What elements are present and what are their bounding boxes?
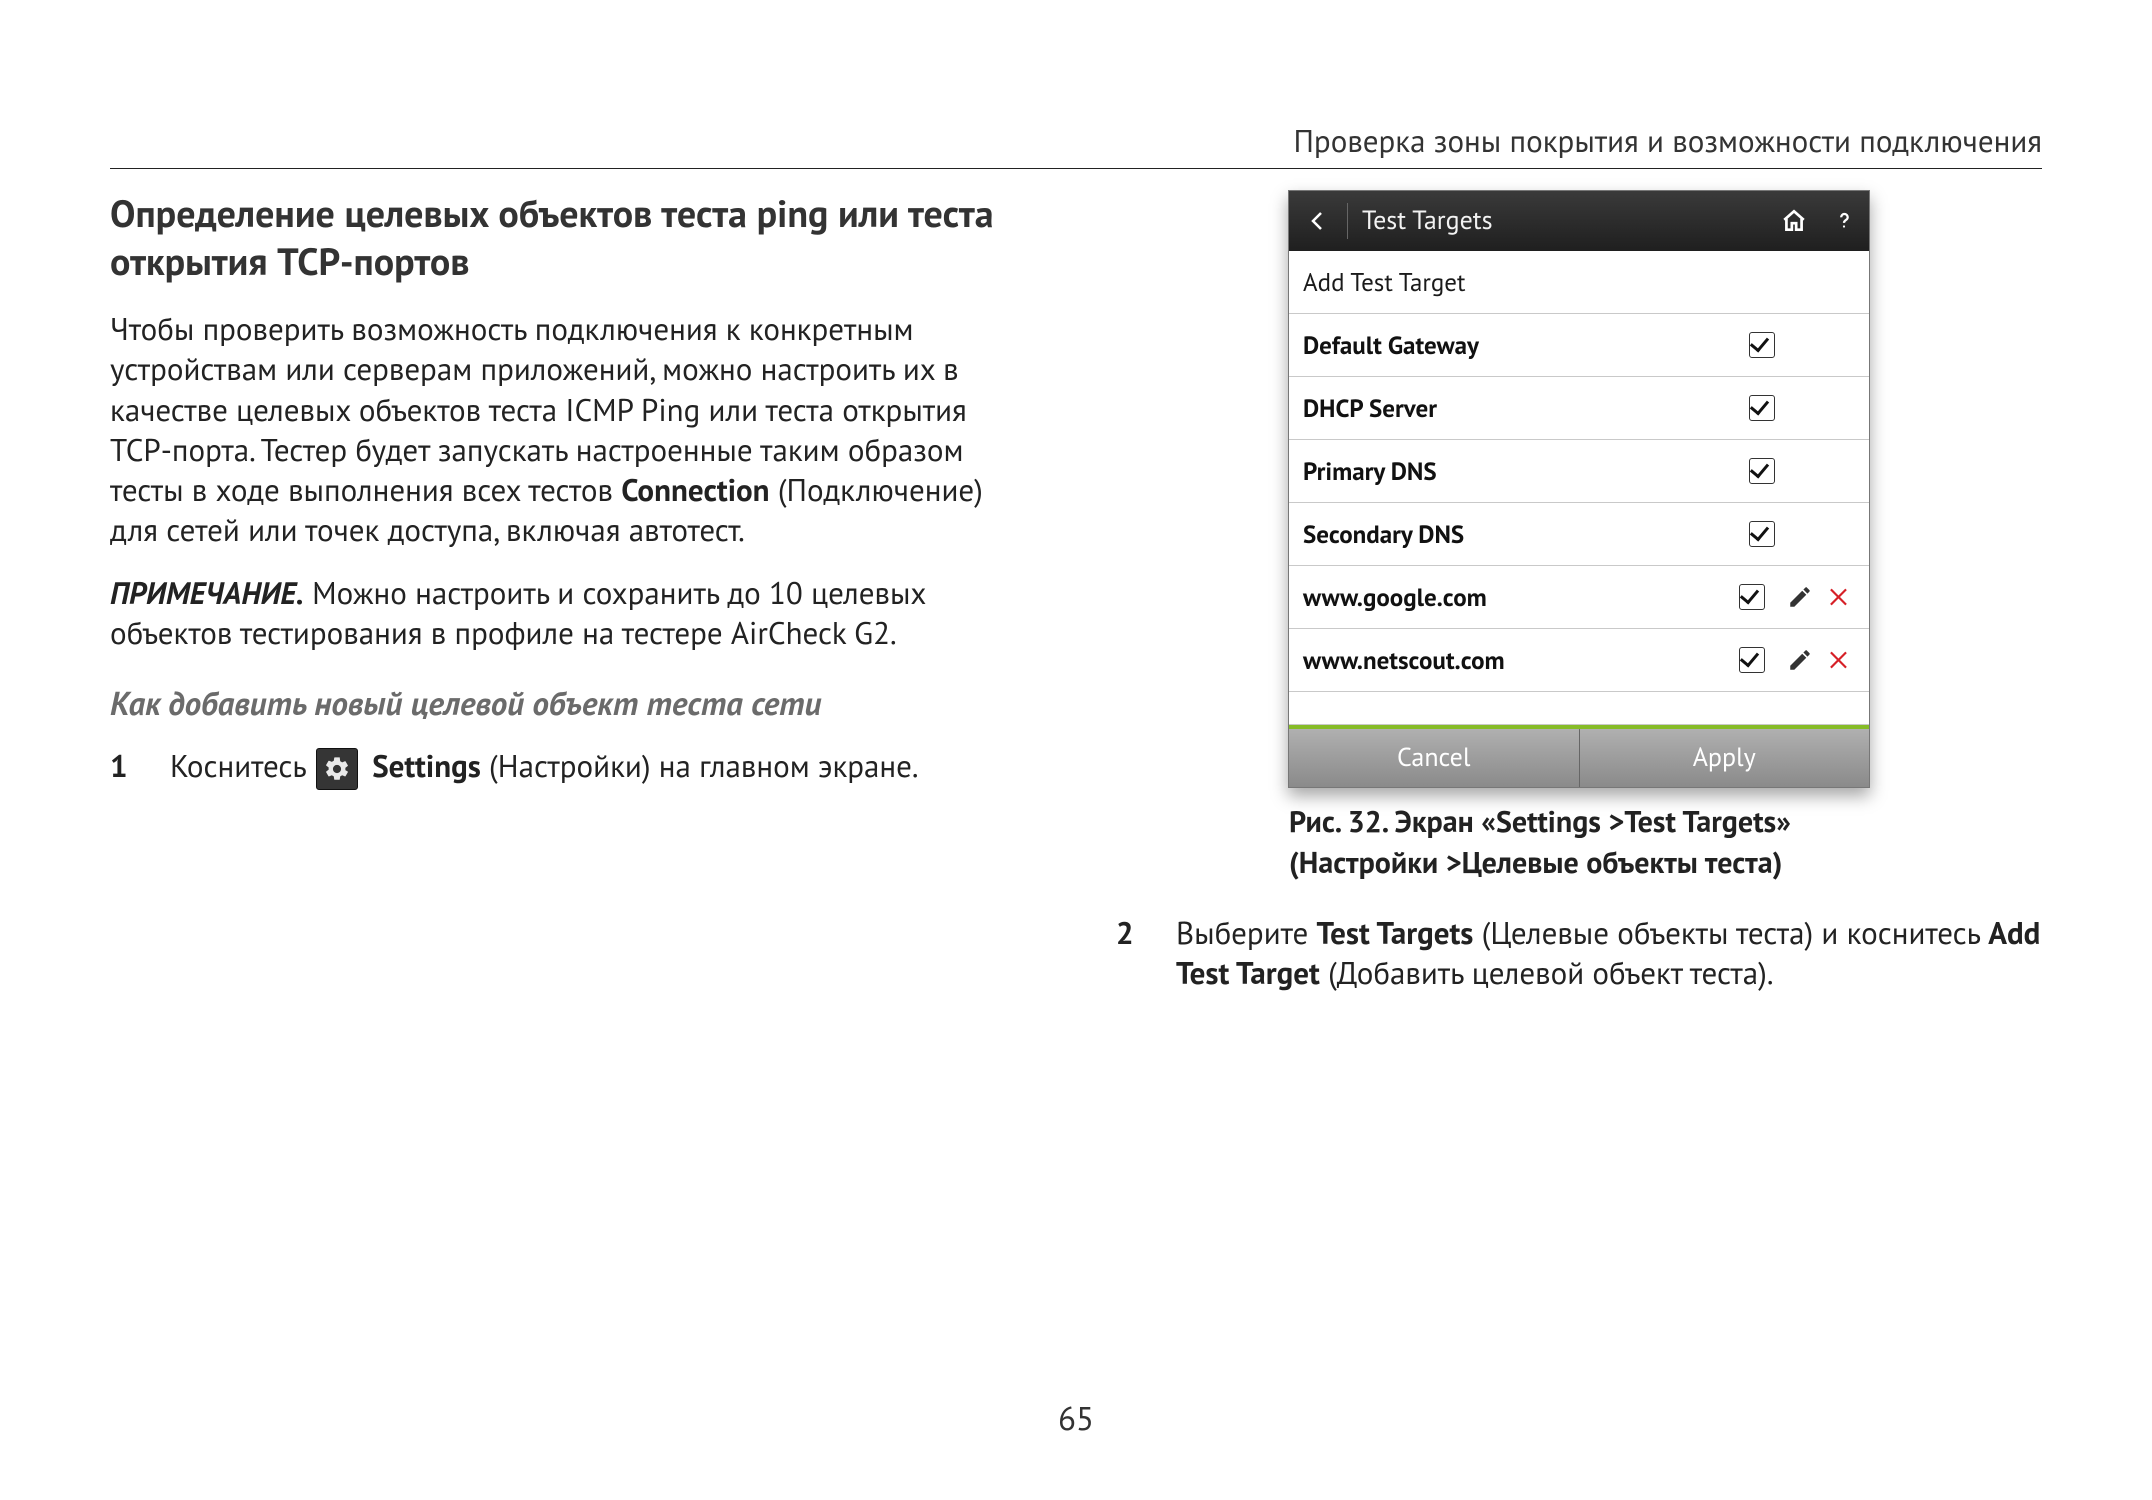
gear-icon (316, 748, 358, 790)
right-column: Test Targets Add Test Target Default Gat… (1116, 190, 2042, 1370)
step-text: Коснитесь (170, 745, 314, 786)
step-number: 1 (110, 746, 136, 790)
bold-test-targets: Test Targets (1317, 912, 1474, 953)
row-label: Default Gateway (1303, 329, 1739, 362)
target-row[interactable]: Primary DNS (1289, 440, 1869, 503)
row-label: www.google.com (1303, 581, 1729, 614)
left-column: Определение целевых объектов теста ping … (110, 190, 1036, 1370)
header-rule (110, 168, 2042, 169)
target-row[interactable]: www.google.com (1289, 566, 1869, 629)
step-text: (Добавить целевой объект теста). (1320, 952, 1774, 993)
target-row[interactable]: Default Gateway (1289, 314, 1869, 377)
device-blank-row (1289, 692, 1869, 725)
note-label: ПРИМЕЧАНИЕ. (110, 572, 304, 613)
row-label: DHCP Server (1303, 392, 1739, 425)
step-2: 2 Выберите Test Targets (Целевые объекты… (1116, 913, 2042, 994)
add-test-target-row[interactable]: Add Test Target (1289, 251, 1869, 314)
device-screenshot: Test Targets Add Test Target Default Gat… (1288, 190, 1870, 788)
figure-caption: Рис. 32. Экран «Settings >Test Targets» … (1289, 802, 1869, 883)
row-label: Secondary DNS (1303, 518, 1739, 551)
step-body: Коснитесь Settings (Настройки) на главно… (170, 746, 1036, 790)
step-text: (Настройки) на главном экране. (481, 745, 919, 786)
step-text: Выберите (1176, 912, 1317, 953)
back-button[interactable] (1289, 191, 1347, 251)
device-button-bar: Cancel Apply (1289, 729, 1869, 787)
row-label: Primary DNS (1303, 455, 1739, 488)
page-number: 65 (0, 1397, 2152, 1440)
checkbox[interactable] (1749, 332, 1775, 358)
step-number: 2 (1116, 913, 1142, 994)
bold-settings: Settings (372, 745, 481, 786)
row-label: Add Test Target (1303, 266, 1855, 299)
bold-connection: Connection (621, 469, 769, 510)
edit-icon[interactable] (1785, 645, 1815, 675)
delete-icon[interactable] (1825, 645, 1855, 675)
help-icon[interactable] (1819, 191, 1869, 251)
checkbox[interactable] (1749, 395, 1775, 421)
procedure-subhead: Как добавить новый целевой объект теста … (110, 683, 1036, 726)
step-body: Выберите Test Targets (Целевые объекты т… (1176, 913, 2042, 994)
target-row[interactable]: Secondary DNS (1289, 503, 1869, 566)
device-title: Test Targets (1348, 204, 1769, 238)
delete-icon[interactable] (1825, 582, 1855, 612)
running-head: Проверка зоны покрытия и возможности под… (110, 120, 2042, 161)
row-label: www.netscout.com (1303, 644, 1729, 677)
step-text: (Целевые объекты теста) и коснитесь (1473, 912, 1988, 953)
device-body: Add Test Target Default Gateway DHCP Serv… (1289, 251, 1869, 787)
checkbox[interactable] (1739, 584, 1765, 610)
home-icon[interactable] (1769, 191, 1819, 251)
step-1: 1 Коснитесь Settings (Настройки) на глав… (110, 746, 1036, 790)
checkbox[interactable] (1739, 647, 1765, 673)
cancel-button[interactable]: Cancel (1289, 729, 1579, 787)
checkbox[interactable] (1749, 458, 1775, 484)
checkbox[interactable] (1749, 521, 1775, 547)
edit-icon[interactable] (1785, 582, 1815, 612)
section-heading: Определение целевых объектов теста ping … (110, 190, 1036, 285)
note-paragraph: ПРИМЕЧАНИЕ. Можно настроить и сохранить … (110, 573, 1036, 654)
intro-paragraph: Чтобы проверить возможность подключения … (110, 309, 1036, 551)
target-row[interactable]: www.netscout.com (1289, 629, 1869, 692)
target-row[interactable]: DHCP Server (1289, 377, 1869, 440)
device-header: Test Targets (1289, 191, 1869, 251)
apply-button[interactable]: Apply (1579, 729, 1870, 787)
